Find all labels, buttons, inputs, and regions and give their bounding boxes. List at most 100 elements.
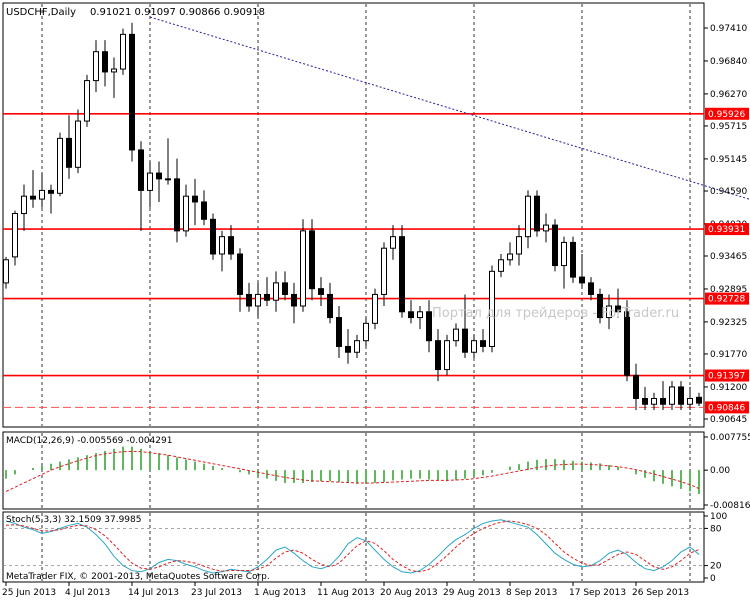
- candle-body[interactable]: [426, 311, 432, 342]
- candle-body[interactable]: [588, 282, 594, 295]
- candle-body[interactable]: [660, 397, 666, 405]
- level-tag-label: 0.91397: [708, 372, 745, 382]
- candle-body[interactable]: [453, 328, 459, 342]
- candle-body[interactable]: [156, 172, 162, 180]
- candle-body[interactable]: [642, 397, 648, 405]
- candle-body[interactable]: [678, 386, 684, 405]
- candle-body[interactable]: [318, 288, 324, 295]
- candle-body[interactable]: [606, 305, 612, 319]
- date-label: 17 Sep 2013: [569, 588, 626, 598]
- candle-body[interactable]: [183, 195, 189, 232]
- candle-body[interactable]: [525, 195, 531, 238]
- candle-body[interactable]: [84, 80, 90, 122]
- candle-body[interactable]: [381, 247, 387, 295]
- candle-body[interactable]: [597, 293, 603, 319]
- candle-body[interactable]: [489, 270, 495, 347]
- bid-tag: [705, 401, 749, 414]
- candle-body[interactable]: [75, 120, 81, 168]
- candle-body[interactable]: [147, 172, 153, 191]
- candle-body[interactable]: [480, 340, 486, 347]
- candle-body[interactable]: [192, 195, 198, 203]
- candle-body[interactable]: [30, 195, 36, 200]
- candle-body[interactable]: [282, 282, 288, 295]
- candle-body[interactable]: [66, 137, 72, 168]
- date-label: 14 Jul 2013: [128, 588, 179, 598]
- candle-body[interactable]: [21, 195, 27, 215]
- price-panel[interactable]: Портал для трейдеров - ForTrader.ru USDC…: [2, 2, 750, 428]
- candle-body[interactable]: [507, 253, 513, 261]
- candle-body[interactable]: [12, 213, 18, 258]
- date-label: 4 Jul 2013: [65, 588, 110, 598]
- stoch-axis: 100 80 20 0: [704, 512, 727, 584]
- candle-body[interactable]: [462, 328, 468, 353]
- date-label: 29 Aug 2013: [443, 588, 501, 598]
- candle-body[interactable]: [399, 236, 405, 313]
- candle-body[interactable]: [363, 322, 369, 342]
- candle-body[interactable]: [471, 340, 477, 353]
- symbol-timeframe: USDCHF,Daily: [6, 7, 76, 18]
- stoch-tick-label: 0: [710, 574, 716, 584]
- candle-body[interactable]: [651, 397, 657, 405]
- candle-body[interactable]: [615, 305, 621, 313]
- candle-body[interactable]: [129, 33, 135, 151]
- candle-body[interactable]: [561, 241, 567, 267]
- stoch-tick-label: 80: [710, 524, 722, 534]
- candle-body[interactable]: [417, 311, 423, 319]
- stoch-panel[interactable]: Stoch(5,3,3) 32.1509 37.9985 MetaTrader …: [2, 511, 750, 584]
- candle-body[interactable]: [3, 259, 9, 284]
- candle-body[interactable]: [552, 224, 558, 267]
- candle-body[interactable]: [498, 259, 504, 272]
- candle-body[interactable]: [345, 345, 351, 353]
- candle-body[interactable]: [687, 397, 693, 405]
- date-label: 20 Aug 2013: [380, 588, 438, 598]
- candle-body[interactable]: [435, 340, 441, 371]
- candle-body[interactable]: [354, 340, 360, 353]
- candle-body[interactable]: [39, 189, 45, 200]
- candle-body[interactable]: [93, 51, 99, 82]
- macd-label: MACD(12,26,9) -0.005569 -0.004291: [6, 436, 172, 446]
- stoch-tick-label: 20: [710, 562, 722, 572]
- candles[interactable]: [3, 22, 702, 411]
- candle-body[interactable]: [273, 282, 279, 301]
- candle-body[interactable]: [336, 317, 342, 347]
- candle-body[interactable]: [633, 374, 639, 399]
- candle-body[interactable]: [543, 224, 549, 232]
- candle-body[interactable]: [48, 189, 54, 194]
- candle-body[interactable]: [516, 236, 522, 255]
- level-tag-label: 0.95926: [708, 110, 745, 120]
- candle-body[interactable]: [696, 396, 702, 404]
- candle-body[interactable]: [120, 33, 126, 70]
- candle-body[interactable]: [624, 311, 630, 376]
- candle-body[interactable]: [444, 340, 450, 371]
- candle-body[interactable]: [579, 276, 585, 284]
- candle-body[interactable]: [228, 236, 234, 255]
- candle-body[interactable]: [570, 241, 576, 278]
- candle-body[interactable]: [372, 293, 378, 324]
- candle-body[interactable]: [309, 230, 315, 290]
- candle-body[interactable]: [111, 68, 117, 73]
- candle-body[interactable]: [219, 236, 225, 255]
- candle-body[interactable]: [264, 293, 270, 301]
- horizontal-levels[interactable]: [3, 112, 704, 408]
- candle-body[interactable]: [237, 253, 243, 295]
- candle-body[interactable]: [174, 178, 180, 232]
- candle-body[interactable]: [291, 293, 297, 307]
- candle-body[interactable]: [669, 386, 675, 405]
- candle-body[interactable]: [255, 293, 261, 307]
- candle-body[interactable]: [138, 149, 144, 191]
- candle-body[interactable]: [300, 230, 306, 307]
- candle-body[interactable]: [390, 236, 396, 249]
- macd-tick-label: 0.00: [710, 466, 730, 476]
- candle-body[interactable]: [327, 293, 333, 319]
- candle-body[interactable]: [102, 51, 108, 73]
- level-tag: [705, 369, 749, 382]
- candle-body[interactable]: [201, 201, 207, 220]
- macd-panel[interactable]: MACD(12,26,9) -0.005569 -0.004291 0.0077…: [2, 431, 750, 511]
- candle-body[interactable]: [210, 218, 216, 255]
- candle-body[interactable]: [534, 195, 540, 232]
- stoch-level-lines: [3, 528, 704, 566]
- candle-body[interactable]: [57, 137, 63, 194]
- candle-body[interactable]: [246, 293, 252, 307]
- candle-body[interactable]: [408, 311, 414, 319]
- candle-body[interactable]: [165, 178, 171, 181]
